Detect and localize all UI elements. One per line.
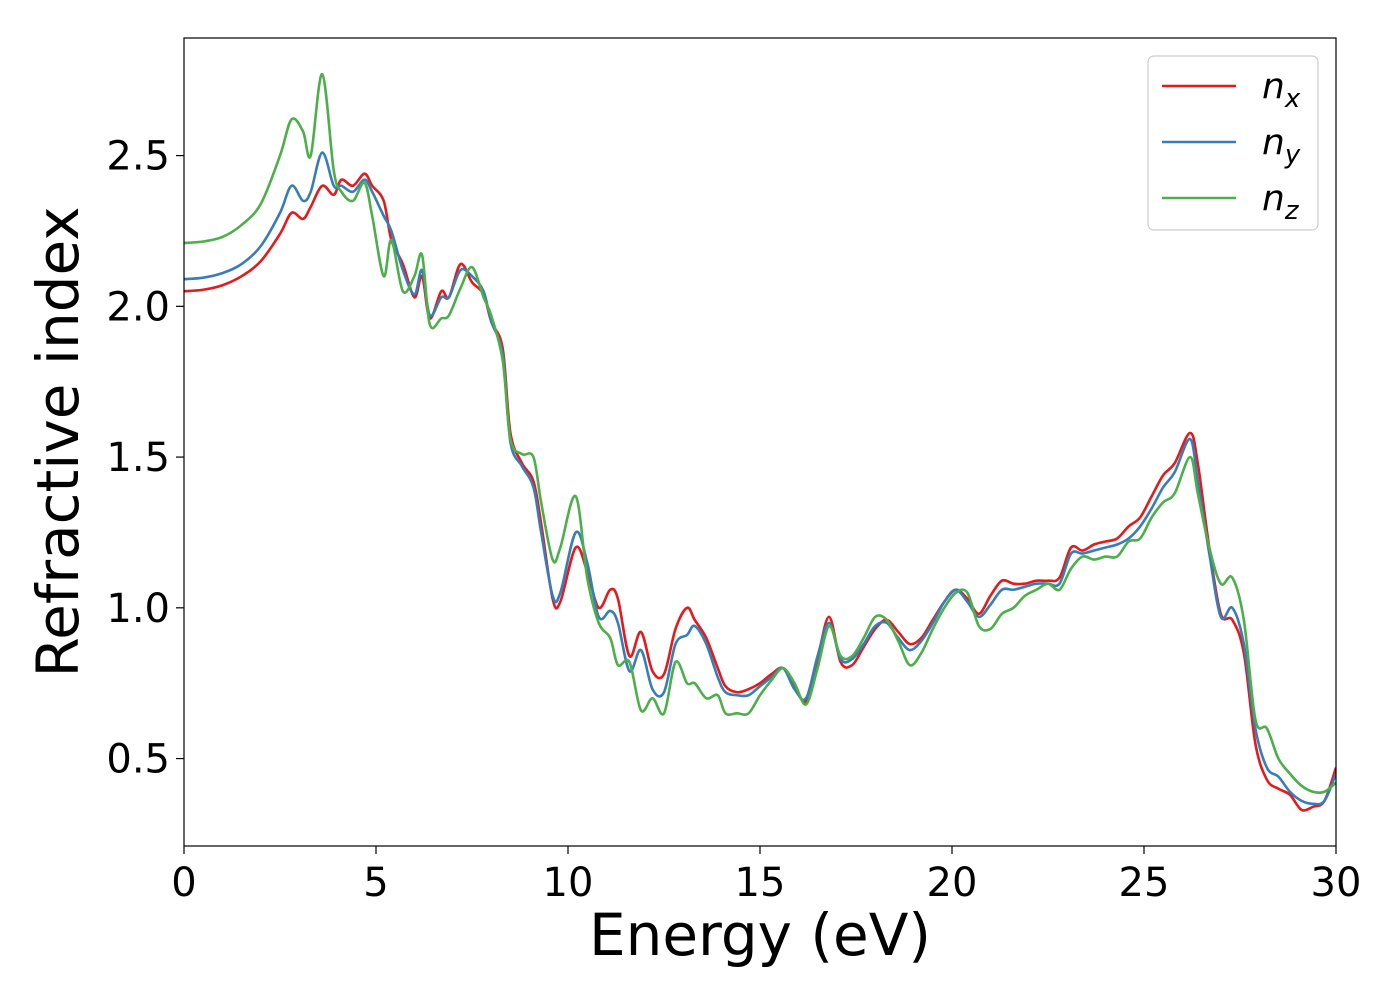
legend-entry-label: nx bbox=[1262, 66, 1301, 114]
series-layer bbox=[184, 72, 1336, 812]
x-axis-ticks: 0 5 10 15 20 25 30 bbox=[171, 846, 1361, 906]
x-tick-label: 20 bbox=[927, 860, 978, 906]
y-axis-ticks: 0.5 1.0 1.5 2.0 2.5 bbox=[106, 134, 184, 783]
legend-entry-label: nz bbox=[1262, 178, 1300, 226]
x-tick-label: 5 bbox=[363, 860, 388, 906]
x-tick-label: 15 bbox=[735, 860, 786, 906]
series-line-n-z bbox=[184, 72, 1336, 794]
y-tick-label: 1.0 bbox=[106, 586, 170, 632]
series-line-n-y bbox=[184, 151, 1336, 806]
legend: nx ny nz bbox=[1147, 55, 1319, 231]
x-tick-label: 25 bbox=[1119, 860, 1170, 906]
x-tick-label: 30 bbox=[1311, 860, 1362, 906]
y-tick-label: 2.0 bbox=[106, 284, 170, 330]
y-tick-label: 0.5 bbox=[106, 737, 170, 783]
x-axis-label: Energy (eV) bbox=[589, 901, 931, 969]
legend-entry-label: ny bbox=[1262, 122, 1301, 170]
y-tick-label: 1.5 bbox=[106, 435, 170, 481]
y-axis-label: Refractive index bbox=[24, 206, 92, 677]
series-line-n-x bbox=[184, 172, 1336, 812]
x-tick-label: 10 bbox=[543, 860, 594, 906]
x-tick-label: 0 bbox=[171, 860, 196, 906]
y-tick-label: 2.5 bbox=[106, 134, 170, 180]
